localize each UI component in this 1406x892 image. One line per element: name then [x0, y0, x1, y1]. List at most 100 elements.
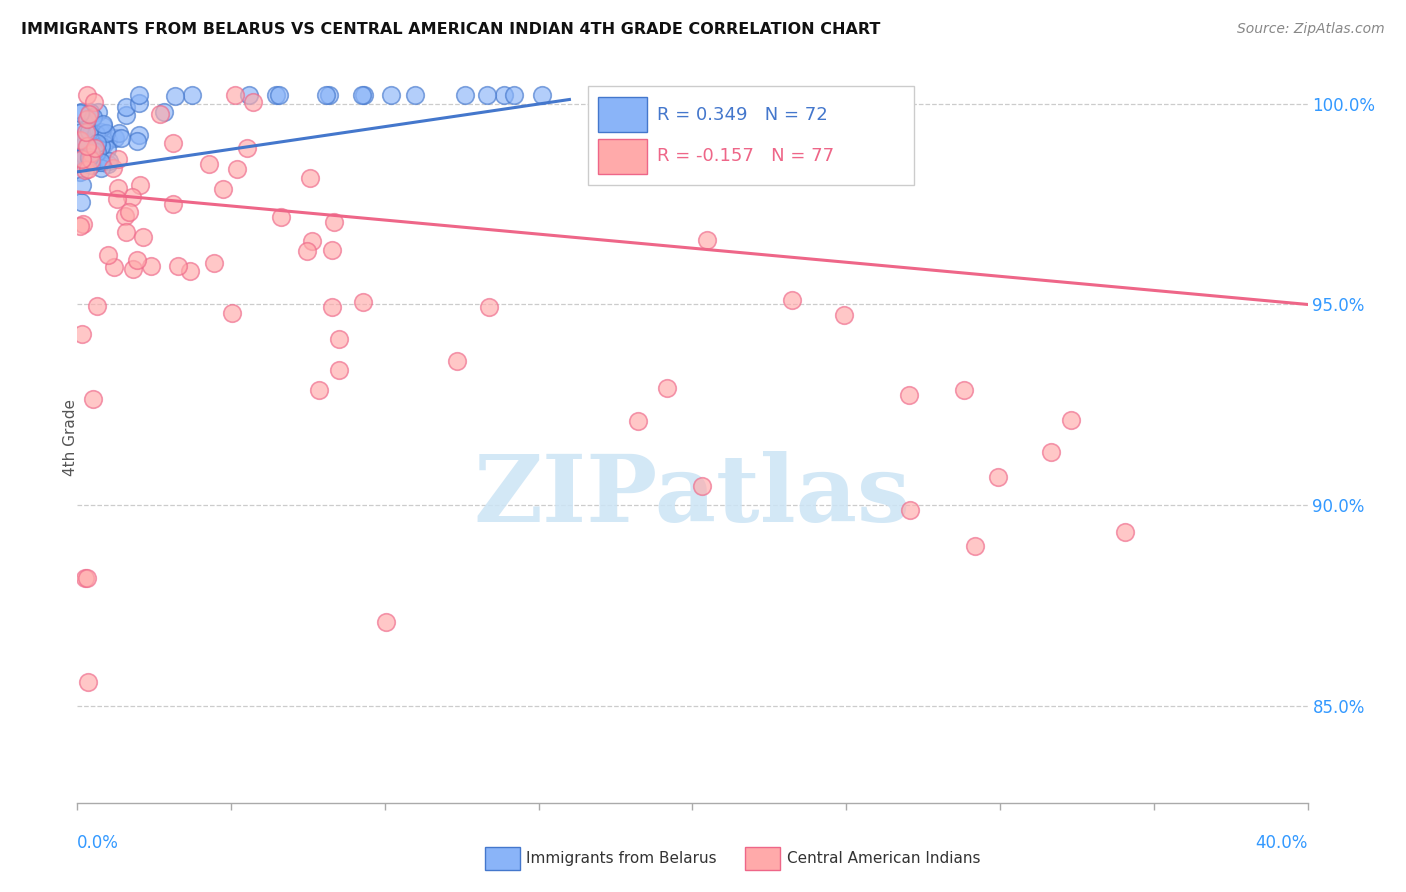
Point [107, 153, 129, 167]
Point [76, 138, 98, 153]
Text: 0.0%: 0.0% [77, 834, 120, 852]
Point [167, 260, 190, 274]
Text: R = 0.349   N = 72: R = 0.349 N = 72 [657, 105, 828, 123]
Point [221, 306, 243, 320]
Point [128, 128, 150, 142]
Point [69, 219, 91, 234]
Point [76, 112, 98, 127]
Point [238, 88, 260, 103]
Point [165, 89, 187, 103]
Text: Central American Indians: Central American Indians [787, 851, 981, 866]
Point [322, 215, 344, 229]
Point [97, 154, 120, 169]
Point [212, 182, 235, 196]
Point [103, 260, 125, 274]
Point [73, 137, 96, 152]
Point [108, 126, 131, 140]
Point [83, 146, 105, 161]
Point [898, 502, 921, 516]
Point [82, 110, 104, 124]
Point [75, 571, 97, 585]
Point [69, 133, 91, 147]
Point [70, 152, 93, 166]
Point [70, 178, 93, 192]
Point [242, 95, 264, 110]
Point [118, 204, 141, 219]
Point [96, 126, 118, 140]
Point [79, 105, 101, 120]
Point [69, 131, 91, 145]
Point [86, 136, 108, 151]
Point [93, 136, 115, 151]
Point [69, 147, 91, 161]
Point [129, 178, 152, 193]
Point [76, 571, 98, 585]
Point [1039, 444, 1062, 458]
Point [1114, 524, 1136, 539]
Point [90, 139, 112, 153]
Point [91, 117, 114, 131]
Point [353, 88, 375, 103]
Point [269, 88, 291, 103]
Point [321, 243, 343, 257]
Point [696, 233, 718, 247]
Point [87, 105, 110, 120]
Text: Immigrants from Belarus: Immigrants from Belarus [526, 851, 717, 866]
Point [162, 136, 184, 151]
Point [89, 155, 111, 169]
Point [478, 300, 501, 314]
Point [72, 153, 94, 168]
Point [84, 141, 107, 155]
Point [73, 148, 96, 162]
Point [132, 230, 155, 244]
Point [86, 299, 108, 313]
Point [70, 125, 93, 139]
Point [328, 333, 350, 347]
Point [404, 88, 426, 103]
Point [70, 153, 93, 168]
Point [70, 151, 93, 165]
Point [115, 100, 138, 114]
Point [91, 119, 114, 133]
Point [162, 197, 184, 211]
Text: ZIPatlas: ZIPatlas [474, 450, 911, 541]
Point [104, 131, 127, 145]
Point [454, 88, 477, 103]
Point [80, 153, 103, 168]
Point [328, 363, 350, 377]
Point [97, 157, 120, 171]
Point [75, 125, 97, 139]
Point [69, 164, 91, 178]
FancyBboxPatch shape [598, 138, 647, 174]
Point [350, 88, 373, 103]
Point [122, 261, 145, 276]
Point [69, 194, 91, 209]
Point [627, 414, 650, 428]
Point [114, 209, 136, 223]
Point [105, 192, 128, 206]
Point [503, 88, 526, 103]
Point [83, 144, 105, 158]
Point [72, 326, 94, 341]
Point [83, 143, 105, 157]
Point [270, 210, 292, 224]
Point [236, 141, 259, 155]
Point [80, 158, 103, 172]
Point [96, 142, 118, 156]
Point [153, 105, 176, 120]
Point [121, 190, 143, 204]
Point [69, 119, 91, 133]
Point [69, 104, 91, 119]
FancyBboxPatch shape [588, 86, 914, 185]
Point [965, 539, 987, 553]
Point [655, 381, 678, 395]
Point [125, 252, 148, 267]
Point [180, 88, 202, 103]
Point [380, 88, 402, 103]
Point [77, 675, 100, 690]
Point [77, 151, 100, 165]
Point [69, 134, 91, 148]
Point [128, 96, 150, 111]
Point [1060, 412, 1083, 426]
Point [84, 127, 107, 141]
